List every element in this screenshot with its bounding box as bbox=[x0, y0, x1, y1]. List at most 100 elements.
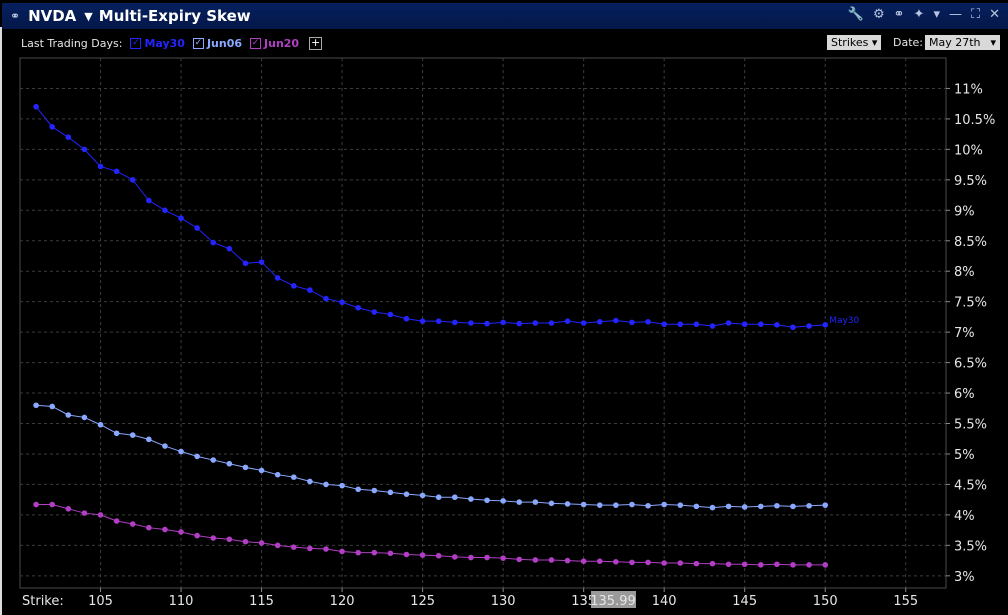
data-point[interactable] bbox=[758, 503, 764, 510]
maximize-icon[interactable]: ⛶ bbox=[970, 7, 981, 22]
menu-chevron-icon[interactable]: ▾ bbox=[933, 7, 940, 22]
data-point[interactable] bbox=[387, 550, 394, 557]
data-point[interactable] bbox=[355, 549, 361, 556]
data-point[interactable] bbox=[323, 481, 329, 488]
data-point[interactable] bbox=[339, 548, 345, 555]
data-point[interactable] bbox=[49, 501, 56, 508]
series-group[interactable]: May30 bbox=[33, 103, 860, 568]
chevron-down-icon[interactable]: ▼ bbox=[84, 9, 93, 23]
data-point[interactable] bbox=[806, 502, 812, 509]
series-line-jun20[interactable] bbox=[36, 504, 826, 566]
data-point[interactable] bbox=[516, 320, 523, 327]
data-point[interactable] bbox=[33, 103, 39, 110]
data-point[interactable] bbox=[194, 532, 200, 539]
data-point[interactable] bbox=[774, 322, 780, 328]
data-point[interactable] bbox=[371, 309, 378, 315]
data-point[interactable] bbox=[113, 168, 120, 175]
data-point[interactable] bbox=[548, 320, 555, 326]
data-point[interactable] bbox=[33, 402, 39, 409]
data-point[interactable] bbox=[500, 555, 506, 561]
data-point[interactable] bbox=[307, 545, 313, 552]
data-point[interactable] bbox=[564, 501, 571, 507]
data-point[interactable] bbox=[33, 501, 39, 508]
data-point[interactable] bbox=[435, 318, 442, 324]
data-point[interactable] bbox=[725, 561, 732, 568]
data-point[interactable] bbox=[339, 482, 345, 489]
data-point[interactable] bbox=[629, 559, 635, 566]
data-point[interactable] bbox=[580, 558, 587, 564]
data-point[interactable] bbox=[371, 487, 378, 494]
data-point[interactable] bbox=[596, 558, 603, 564]
data-point[interactable] bbox=[49, 124, 56, 130]
data-point[interactable] bbox=[435, 494, 442, 501]
expiry-toggle-may30[interactable]: ✓ May30 bbox=[130, 37, 185, 50]
data-point[interactable] bbox=[146, 524, 152, 531]
data-point[interactable] bbox=[645, 559, 651, 566]
add-expiry-button[interactable]: + bbox=[309, 35, 323, 50]
checkbox-icon[interactable]: ✓ bbox=[250, 37, 262, 49]
data-point[interactable] bbox=[725, 503, 732, 510]
data-point[interactable] bbox=[435, 552, 442, 559]
data-point[interactable] bbox=[790, 562, 796, 568]
data-point[interactable] bbox=[822, 562, 829, 568]
data-point[interactable] bbox=[146, 436, 152, 443]
data-point[interactable] bbox=[210, 239, 217, 246]
data-point[interactable] bbox=[758, 321, 764, 328]
data-point[interactable] bbox=[307, 287, 313, 293]
data-point[interactable] bbox=[97, 512, 104, 518]
data-point[interactable] bbox=[290, 474, 297, 480]
data-point[interactable] bbox=[564, 318, 571, 324]
data-point[interactable] bbox=[178, 448, 184, 455]
data-point[interactable] bbox=[564, 557, 571, 564]
data-point[interactable] bbox=[516, 556, 523, 563]
data-point[interactable] bbox=[484, 554, 490, 561]
series-line-may30[interactable] bbox=[35, 106, 826, 328]
data-point[interactable] bbox=[774, 561, 780, 568]
data-point[interactable] bbox=[452, 494, 458, 501]
data-point[interactable] bbox=[613, 502, 619, 508]
data-point[interactable] bbox=[371, 549, 378, 556]
data-point[interactable] bbox=[645, 318, 651, 325]
checkbox-icon[interactable]: ✓ bbox=[130, 37, 142, 49]
data-point[interactable] bbox=[484, 497, 490, 504]
data-point[interactable] bbox=[146, 197, 152, 204]
data-point[interactable] bbox=[419, 318, 426, 324]
data-point[interactable] bbox=[822, 502, 829, 508]
data-point[interactable] bbox=[468, 320, 474, 326]
data-point[interactable] bbox=[613, 559, 619, 565]
data-point[interactable] bbox=[97, 163, 104, 170]
data-point[interactable] bbox=[661, 560, 667, 566]
data-point[interactable] bbox=[274, 275, 281, 281]
data-point[interactable] bbox=[403, 551, 410, 558]
symbol-label[interactable]: NVDA bbox=[28, 7, 77, 25]
data-point[interactable] bbox=[532, 320, 539, 326]
data-point[interactable] bbox=[129, 432, 136, 438]
data-point[interactable] bbox=[194, 453, 200, 460]
minimize-icon[interactable]: — bbox=[948, 7, 962, 22]
data-point[interactable] bbox=[596, 502, 603, 508]
data-point[interactable] bbox=[49, 403, 56, 410]
data-point[interactable] bbox=[258, 540, 265, 546]
data-point[interactable] bbox=[645, 502, 651, 509]
data-point[interactable] bbox=[580, 320, 587, 326]
data-point[interactable] bbox=[709, 504, 716, 511]
data-point[interactable] bbox=[661, 501, 667, 508]
data-point[interactable] bbox=[81, 146, 88, 153]
data-point[interactable] bbox=[596, 318, 603, 325]
data-point[interactable] bbox=[468, 496, 474, 502]
data-point[interactable] bbox=[532, 557, 539, 563]
data-point[interactable] bbox=[162, 207, 168, 214]
data-point[interactable] bbox=[500, 498, 506, 504]
data-point[interactable] bbox=[677, 321, 684, 328]
data-point[interactable] bbox=[242, 464, 249, 471]
data-point[interactable] bbox=[242, 260, 249, 267]
data-point[interactable] bbox=[806, 323, 812, 329]
data-point[interactable] bbox=[129, 177, 136, 183]
data-point[interactable] bbox=[323, 546, 329, 552]
wrench-icon[interactable]: 🔧 bbox=[847, 7, 864, 22]
data-point[interactable] bbox=[226, 536, 233, 543]
data-point[interactable] bbox=[741, 504, 748, 510]
pin-icon[interactable]: ✦ bbox=[913, 7, 925, 22]
data-point[interactable] bbox=[129, 521, 136, 527]
